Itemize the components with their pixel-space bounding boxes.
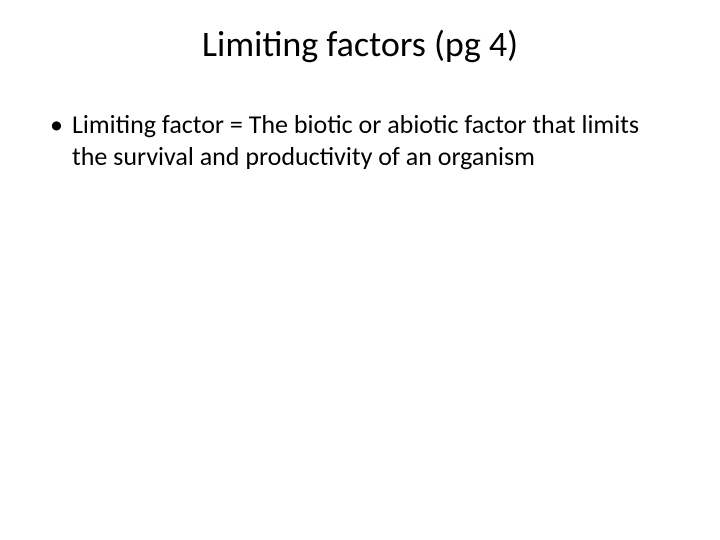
list-item: Limiting factor = The biotic or abiotic …	[46, 108, 680, 172]
bullet-list: Limiting factor = The biotic or abiotic …	[46, 108, 680, 172]
bullet-text: Limiting factor = The biotic or abiotic …	[72, 108, 680, 172]
slide: Limiting factors (pg 4) Limiting factor …	[0, 0, 720, 540]
slide-title: Limiting factors (pg 4)	[40, 22, 680, 66]
slide-body: Limiting factor = The biotic or abiotic …	[40, 108, 680, 172]
